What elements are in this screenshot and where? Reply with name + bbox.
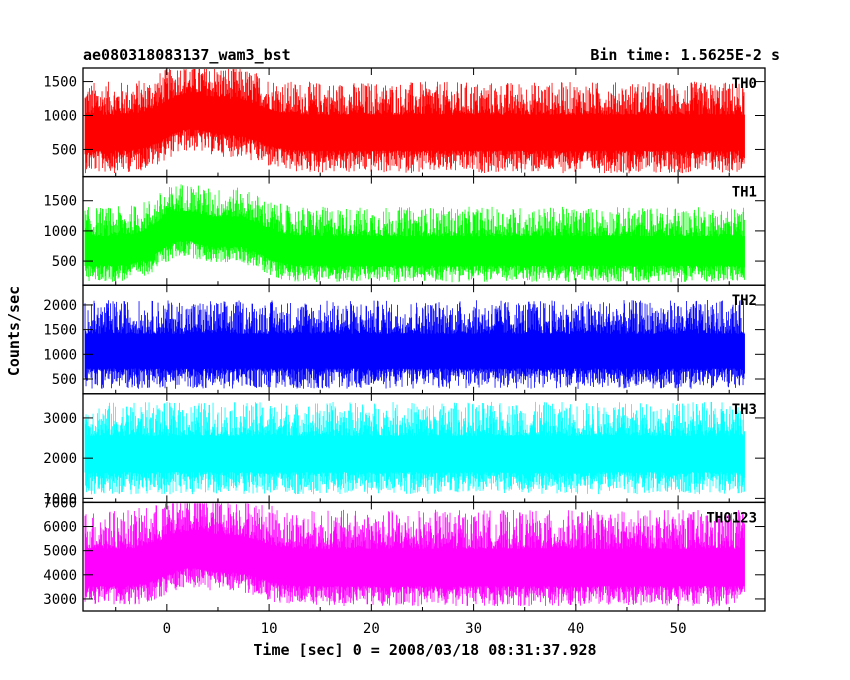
series-trace-th0 (84, 69, 745, 174)
series-trace-th1 (84, 184, 745, 283)
plot-title: ae080318083137_wam3_bst (83, 46, 291, 64)
panel-th2: 500 1000 1500 2000 TH2 (43, 284, 766, 395)
y-tick-label: 7000 (43, 495, 77, 511)
y-tick-label: 6000 (43, 520, 77, 536)
x-axis-label: Time [sec] 0 = 2008/03/18 08:31:37.928 (253, 641, 596, 659)
x-tick-label: 30 (465, 621, 482, 637)
y-tick-label: 3000 (43, 411, 77, 427)
panel-frame (82, 501, 766, 612)
y-tick-label: 1000 (43, 347, 77, 363)
panel-label: TH0 (732, 76, 757, 92)
x-tick-label: 40 (567, 621, 584, 637)
x-tick-label: 20 (363, 621, 380, 637)
y-tick-label: 2000 (43, 451, 77, 467)
y-tick-label: 5000 (43, 544, 77, 560)
x-tick-label: 0 (163, 621, 171, 637)
y-tick-label: 500 (52, 372, 77, 388)
panel-label: TH3 (732, 402, 757, 418)
y-tick-label: 1500 (43, 75, 77, 91)
y-tick-label: 4000 (43, 568, 77, 584)
panel-th1: 500 1000 1500 TH1 (43, 175, 766, 286)
y-tick-label: 2000 (43, 298, 77, 314)
y-tick-label: 500 (52, 254, 77, 270)
y-tick-label: 1500 (43, 323, 77, 339)
y-tick-label: 500 (52, 142, 77, 158)
panel-label: TH2 (732, 293, 757, 309)
panel-label: TH0123 (706, 510, 757, 526)
x-tick-label: 50 (670, 621, 687, 637)
y-tick-label: 1000 (43, 224, 77, 240)
panel-th0123: 3000 4000 5000 6000 7000 TH0123 (43, 495, 766, 612)
y-tick-label: 1500 (43, 194, 77, 210)
series-trace-th0123 (84, 503, 745, 607)
bin-time-label: Bin time: 1.5625E-2 s (590, 46, 780, 64)
y-axis-label: Counts/sec (5, 286, 23, 376)
y-tick-label: 1000 (43, 491, 77, 507)
panel-th0: 500 1000 1500 TH0 (43, 67, 766, 178)
panel-label: TH1 (732, 185, 757, 201)
series-trace-th2 (84, 300, 745, 389)
x-tick-label: 10 (261, 621, 278, 637)
series-trace-th3 (84, 401, 745, 495)
y-tick-label: 3000 (43, 592, 77, 608)
panel-th3: 1000 2000 3000 TH3 (43, 393, 766, 507)
y-tick-label: 1000 (43, 109, 77, 125)
